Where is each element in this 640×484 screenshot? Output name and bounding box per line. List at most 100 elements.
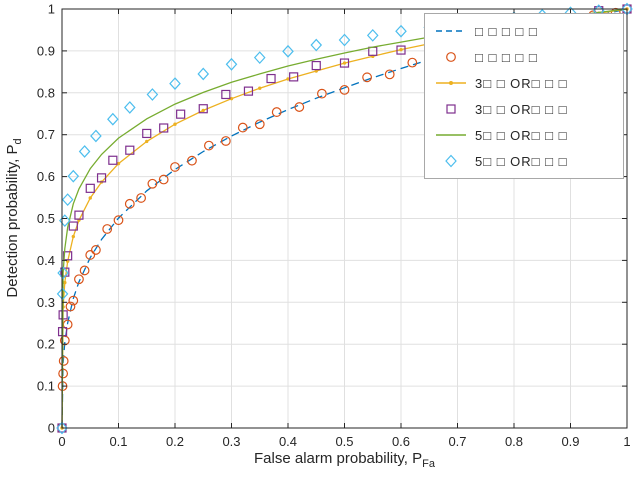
square-marker [159,123,169,133]
square-marker [396,45,406,55]
legend-entry: 3□ □ OR□ □ □ [425,70,623,96]
axis-ticks [61,8,628,429]
dot-marker [229,96,234,101]
x-tick-label: 0 [58,434,65,449]
y-axis-label: Detection probability, Pd [4,138,24,297]
diamond-marker [197,67,210,81]
x-tick-label: 0.8 [505,434,523,449]
y-tick-label: 0.7 [37,127,55,142]
circle-marker [79,265,90,276]
diamond-marker [282,44,294,58]
diamond-marker [253,51,266,64]
circle-marker [187,155,197,166]
dot-marker [71,234,76,239]
legend-swatch-dash-line [436,30,466,32]
square-marker [198,104,208,114]
dot-marker [399,47,403,52]
legend: □ □ □ □ □ □ □ □ □ □ 3□ □ OR□ □ □ 3□ □ OR□ □… [424,13,624,179]
diamond-marker [90,129,102,143]
grid [62,9,627,428]
x-tick-label: 0.5 [335,434,353,449]
dot-marker [88,196,92,200]
square-marker [266,73,276,84]
square-marker [176,109,186,119]
diamond-marker [56,287,69,301]
legend-label: 5□ □ OR□ □ □ [475,153,568,169]
dot-marker [286,77,290,81]
y-tick-label: 0.1 [37,379,55,394]
legend-entry: 5□ □ OR□ □ □ [425,122,623,148]
circle-marker [136,193,147,203]
legend-swatch-diamond [445,154,457,168]
circle-marker [65,301,76,312]
diamond-marker [59,214,71,227]
dot-marker [173,122,177,126]
circle-marker [158,174,169,185]
circle-marker [102,224,113,234]
circle-marker [362,72,373,83]
circle-marker [170,162,180,172]
x-tick-label: 0.2 [166,434,184,449]
legend-label: □ □ □ □ □ [475,23,538,39]
tick-labels: 0 0.1 0.2 0.3 0.4 0.5 0.6 0.7 0.8 0.9 1 0 0.1 0.2 0.3 0… [37,2,631,450]
square-marker [221,89,231,100]
diamond-marker [395,24,407,38]
square-marker [68,221,78,231]
circle-marker [90,245,101,255]
y-axis-label-subscript: d [12,138,24,145]
diamond-marker [225,57,238,71]
legend-label: 3□ □ OR□ □ □ [475,101,568,117]
diamond-marker [67,169,80,183]
diamond-marker [310,38,323,52]
legend-swatch-square [446,104,456,114]
circle-marker [58,356,69,366]
circle-marker [220,136,231,146]
circle-marker [254,119,265,130]
legend-entry: □ □ □ □ □ [425,18,623,44]
x-tick-label: 0.7 [448,434,466,449]
diamond-marker [78,145,91,158]
x-tick-label: 0.1 [109,434,127,449]
y-axis-label-text: Detection probability, P [4,144,21,298]
legend-label: 5□ □ OR□ □ □ [475,127,568,143]
x-axis-label-subscript: Fa [422,458,435,470]
legend-entry: 3□ □ OR□ □ □ [425,96,623,122]
y-tick-label: 0.3 [37,295,55,310]
y-tick-label: 0.8 [37,85,55,100]
circle-marker [237,122,248,133]
circle-marker [271,107,282,117]
diamond-marker [123,101,136,114]
dot-marker [116,161,121,166]
dot-marker [201,108,205,113]
y-tick-label: 0.6 [37,169,55,184]
legend-entry: □ □ □ □ □ [425,44,623,70]
square-marker [289,72,299,82]
y-tick-label: 0 [48,421,55,436]
circle-marker [407,57,418,68]
dot-marker [63,280,67,285]
y-tick-label: 1 [48,2,55,17]
x-axis-label-text: False alarm probability, P [254,450,423,467]
diamond-marker [366,29,379,42]
square-marker [85,183,95,193]
legend-swatch-circle [446,52,456,62]
legend-label: 3□ □ OR□ □ □ [475,75,568,91]
legend-label: □ □ □ □ □ [475,49,538,65]
circle-marker [317,88,327,99]
dot-marker [145,139,149,144]
square-marker [74,210,84,220]
circle-marker [124,198,135,209]
square-marker [311,60,321,71]
x-tick-label: 0.4 [279,434,297,449]
circle-marker [294,102,305,112]
y-tick-label: 0.4 [37,253,55,268]
diamond-marker [146,88,159,101]
circle-marker [113,215,124,226]
x-tick-label: 1 [623,434,630,449]
y-tick-label: 0.2 [37,337,55,352]
square-marker [63,251,73,261]
legend-swatch-line [436,134,466,136]
square-marker [339,58,350,68]
dot-marker [342,61,347,65]
diamond-marker [56,421,68,435]
